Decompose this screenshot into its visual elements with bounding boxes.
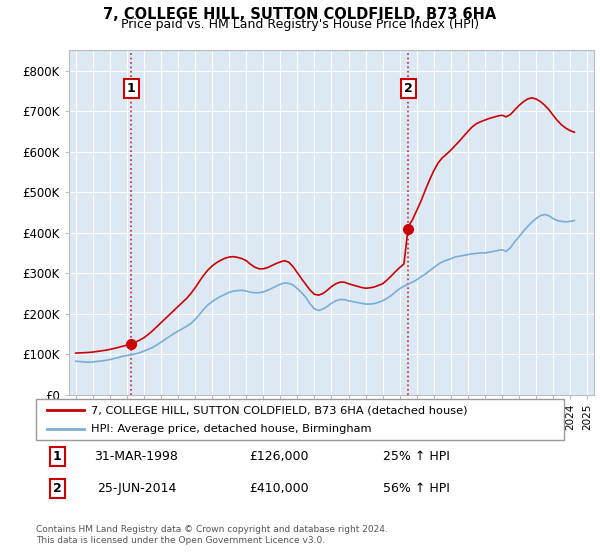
Text: 2: 2 bbox=[53, 482, 61, 495]
Text: 1: 1 bbox=[127, 82, 136, 95]
Text: 31-MAR-1998: 31-MAR-1998 bbox=[94, 450, 178, 463]
Text: £126,000: £126,000 bbox=[249, 450, 308, 463]
Text: 56% ↑ HPI: 56% ↑ HPI bbox=[383, 482, 449, 495]
Text: 25-JUN-2014: 25-JUN-2014 bbox=[97, 482, 176, 495]
Text: Price paid vs. HM Land Registry's House Price Index (HPI): Price paid vs. HM Land Registry's House … bbox=[121, 18, 479, 31]
Text: Contains HM Land Registry data © Crown copyright and database right 2024.
This d: Contains HM Land Registry data © Crown c… bbox=[36, 525, 388, 545]
Text: £410,000: £410,000 bbox=[249, 482, 308, 495]
Text: 1: 1 bbox=[53, 450, 61, 463]
Text: 2: 2 bbox=[404, 82, 412, 95]
Text: 7, COLLEGE HILL, SUTTON COLDFIELD, B73 6HA (detached house): 7, COLLEGE HILL, SUTTON COLDFIELD, B73 6… bbox=[91, 405, 468, 415]
FancyBboxPatch shape bbox=[36, 399, 564, 440]
Text: 7, COLLEGE HILL, SUTTON COLDFIELD, B73 6HA: 7, COLLEGE HILL, SUTTON COLDFIELD, B73 6… bbox=[103, 7, 497, 22]
Text: HPI: Average price, detached house, Birmingham: HPI: Average price, detached house, Birm… bbox=[91, 424, 372, 433]
Text: 25% ↑ HPI: 25% ↑ HPI bbox=[383, 450, 449, 463]
